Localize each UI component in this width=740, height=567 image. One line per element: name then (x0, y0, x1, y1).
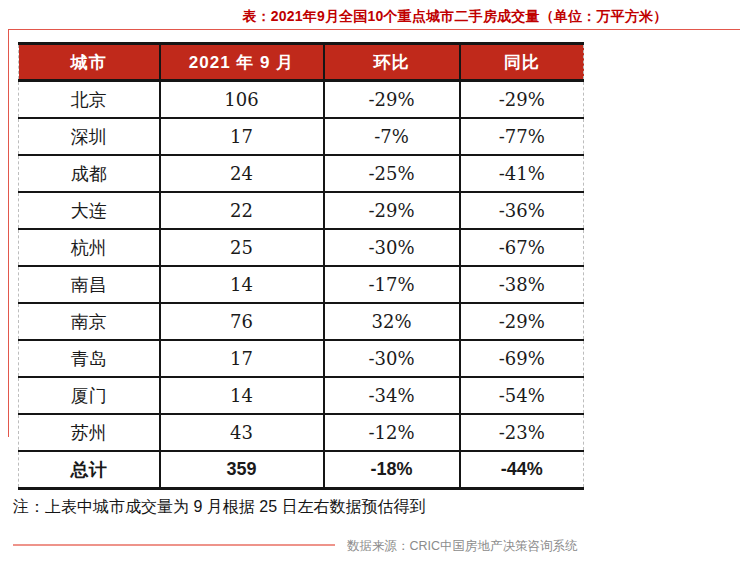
total-volume-cell: 359 (160, 451, 324, 489)
table-total-row: 总计 359 -18% -44% (19, 451, 584, 489)
city-cell: 成都 (19, 155, 160, 192)
header-cell-mom: 环比 (324, 44, 460, 81)
yoy-cell: -54% (460, 377, 584, 414)
red-frame-left-line (8, 29, 9, 437)
volume-cell: 17 (160, 118, 324, 155)
table-header-row: 城市 2021 年 9 月 环比 同比 (19, 44, 584, 81)
total-city-cell: 总计 (19, 451, 160, 489)
table-row: 厦门 14 -34% -54% (19, 377, 584, 414)
table-row: 杭州 25 -30% -67% (19, 229, 584, 266)
volume-cell: 14 (160, 377, 324, 414)
table-row: 北京 106 -29% -29% (19, 81, 584, 119)
mom-cell: 32% (324, 303, 460, 340)
header-cell-yoy: 同比 (460, 44, 584, 81)
mom-cell: -30% (324, 229, 460, 266)
city-cell: 南京 (19, 303, 160, 340)
yoy-cell: -41% (460, 155, 584, 192)
report-page: 表：2021年9月全国10个重点城市二手房成交量（单位：万平方米） 城市 202… (0, 0, 740, 567)
table-title: 表：2021年9月全国10个重点城市二手房成交量（单位：万平方米） (170, 8, 740, 26)
total-mom-cell: -18% (324, 451, 460, 489)
volume-cell: 76 (160, 303, 324, 340)
header-cell-city: 城市 (19, 44, 160, 81)
city-cell: 厦门 (19, 377, 160, 414)
volume-cell: 17 (160, 340, 324, 377)
yoy-cell: -36% (460, 192, 584, 229)
city-cell: 杭州 (19, 229, 160, 266)
mom-cell: -30% (324, 340, 460, 377)
red-frame-top-line (8, 29, 740, 30)
mom-cell: -17% (324, 266, 460, 303)
volume-cell: 22 (160, 192, 324, 229)
mom-cell: -29% (324, 192, 460, 229)
volume-cell: 25 (160, 229, 324, 266)
header-cell-volume: 2021 年 9 月 (160, 44, 324, 81)
volume-cell: 24 (160, 155, 324, 192)
source-divider-line (13, 544, 335, 546)
table-row: 深圳 17 -7% -77% (19, 118, 584, 155)
mom-cell: -7% (324, 118, 460, 155)
volume-cell: 106 (160, 81, 324, 119)
volume-cell: 14 (160, 266, 324, 303)
mom-cell: -25% (324, 155, 460, 192)
city-cell: 青岛 (19, 340, 160, 377)
mom-cell: -34% (324, 377, 460, 414)
city-cell: 南昌 (19, 266, 160, 303)
city-cell: 北京 (19, 81, 160, 119)
yoy-cell: -29% (460, 303, 584, 340)
table-row: 南昌 14 -17% -38% (19, 266, 584, 303)
yoy-cell: -38% (460, 266, 584, 303)
table-row: 苏州 43 -12% -23% (19, 414, 584, 451)
mom-cell: -12% (324, 414, 460, 451)
table-row: 大连 22 -29% -36% (19, 192, 584, 229)
mom-cell: -29% (324, 81, 460, 119)
transactions-table: 城市 2021 年 9 月 环比 同比 北京 106 -29% -29% 深圳 … (18, 42, 584, 490)
volume-cell: 43 (160, 414, 324, 451)
yoy-cell: -29% (460, 81, 584, 119)
city-cell: 苏州 (19, 414, 160, 451)
data-source-label: 数据来源：CRIC中国房地产决策咨询系统 (347, 538, 578, 555)
yoy-cell: -67% (460, 229, 584, 266)
table-footnote: 注：上表中城市成交量为 9 月根据 25 日左右数据预估得到 (13, 497, 425, 518)
city-cell: 深圳 (19, 118, 160, 155)
total-yoy-cell: -44% (460, 451, 584, 489)
yoy-cell: -69% (460, 340, 584, 377)
table-row: 成都 24 -25% -41% (19, 155, 584, 192)
city-cell: 大连 (19, 192, 160, 229)
table-row: 南京 76 32% -29% (19, 303, 584, 340)
yoy-cell: -77% (460, 118, 584, 155)
yoy-cell: -23% (460, 414, 584, 451)
table-row: 青岛 17 -30% -69% (19, 340, 584, 377)
